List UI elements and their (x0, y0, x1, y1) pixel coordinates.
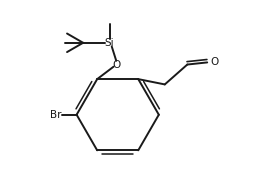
Text: O: O (112, 59, 120, 70)
Text: Si: Si (105, 38, 115, 48)
Text: Br: Br (50, 110, 61, 120)
Text: O: O (210, 57, 219, 68)
